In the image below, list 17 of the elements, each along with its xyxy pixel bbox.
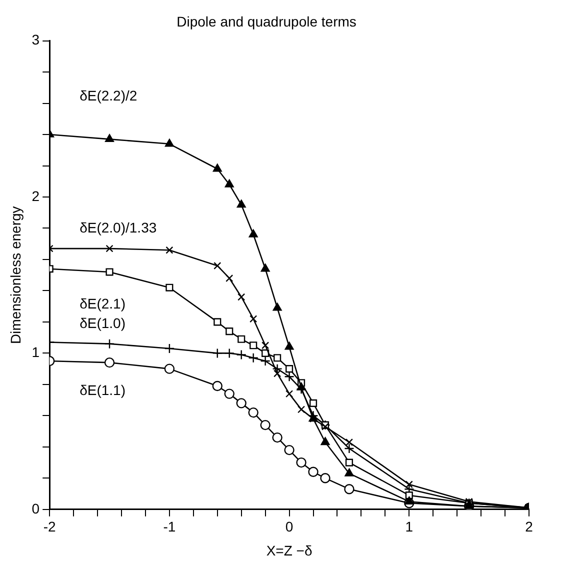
text: δE(2.2)/2 — [80, 87, 138, 104]
y-axis-title: Dimensionless energy — [7, 206, 24, 344]
y-tick-label: 2 — [32, 188, 40, 204]
y-tick-label: 0 — [32, 500, 40, 516]
x-axis-title: X=Z −δ — [266, 542, 312, 558]
series-label: δE(1.0) — [80, 315, 126, 332]
y-tick-label: 1 — [32, 344, 40, 360]
y-tick-label: 3 — [32, 32, 40, 48]
series-label: δE(1.1) — [80, 382, 126, 398]
series-label: δE(2.1) — [80, 296, 126, 312]
x-tick-label: -2 — [43, 518, 56, 535]
x-tick-label: 0 — [285, 518, 294, 535]
x-tick-label: -1 — [163, 518, 176, 535]
x-tick-label: 2 — [525, 518, 534, 535]
x-tick-label: 1 — [405, 518, 414, 535]
series-label: δE(2.0)/1.33 — [80, 219, 157, 236]
chart-title: Dipole and quadrupole terms — [176, 13, 356, 30]
